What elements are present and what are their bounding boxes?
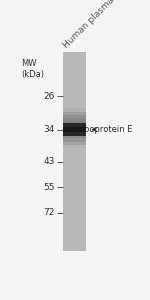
Bar: [63, 248, 86, 251]
Bar: [63, 201, 86, 205]
Bar: [63, 188, 86, 191]
Text: 72: 72: [43, 208, 55, 217]
Text: 26: 26: [43, 92, 55, 100]
Bar: [63, 127, 86, 132]
Bar: [63, 168, 86, 171]
Bar: [63, 221, 86, 224]
Bar: [63, 158, 86, 161]
Bar: [63, 128, 86, 132]
Bar: [63, 211, 86, 214]
Bar: [63, 135, 86, 138]
Bar: [63, 59, 86, 62]
Bar: [63, 171, 86, 175]
Bar: [63, 181, 86, 184]
Bar: [63, 122, 86, 125]
Bar: [63, 234, 86, 238]
Bar: [63, 82, 86, 85]
Text: 55: 55: [43, 183, 55, 192]
Bar: [63, 205, 86, 208]
Bar: [63, 155, 86, 158]
Bar: [63, 95, 86, 98]
Text: MW
(kDa): MW (kDa): [21, 59, 44, 79]
Bar: [63, 118, 86, 122]
Bar: [63, 102, 86, 105]
Bar: [63, 231, 86, 234]
Bar: [63, 224, 86, 228]
Bar: [63, 175, 86, 178]
Bar: [63, 218, 86, 221]
Bar: [63, 85, 86, 88]
Bar: [63, 123, 86, 136]
Bar: [63, 52, 86, 251]
Bar: [63, 125, 86, 128]
Bar: [63, 88, 86, 92]
Bar: [63, 148, 86, 152]
Bar: [63, 238, 86, 241]
Bar: [63, 214, 86, 218]
Bar: [63, 56, 86, 59]
Bar: [63, 62, 86, 65]
Bar: [63, 79, 86, 82]
Bar: [63, 138, 86, 142]
Bar: [63, 52, 86, 56]
Bar: [63, 152, 86, 155]
Bar: [63, 65, 86, 69]
Bar: [63, 165, 86, 168]
Bar: [63, 105, 86, 109]
Bar: [63, 145, 86, 148]
Bar: [63, 244, 86, 248]
Bar: [63, 228, 86, 231]
Bar: [63, 191, 86, 194]
Bar: [63, 184, 86, 188]
Bar: [63, 92, 86, 95]
Bar: [63, 112, 86, 115]
Bar: [63, 208, 86, 211]
Bar: [63, 75, 86, 79]
Text: 34: 34: [43, 125, 55, 134]
Text: 43: 43: [43, 158, 55, 166]
Bar: [63, 198, 86, 201]
Bar: [63, 109, 86, 112]
Bar: [63, 72, 86, 75]
Bar: [63, 132, 86, 135]
Bar: [63, 115, 86, 118]
Bar: [63, 161, 86, 165]
Bar: [63, 241, 86, 244]
Bar: [63, 98, 86, 102]
Text: Human plasma: Human plasma: [61, 0, 116, 50]
Bar: [63, 194, 86, 198]
Text: Apolipoprotein E: Apolipoprotein E: [63, 125, 133, 134]
Bar: [63, 178, 86, 181]
Bar: [63, 69, 86, 72]
Bar: [63, 142, 86, 145]
